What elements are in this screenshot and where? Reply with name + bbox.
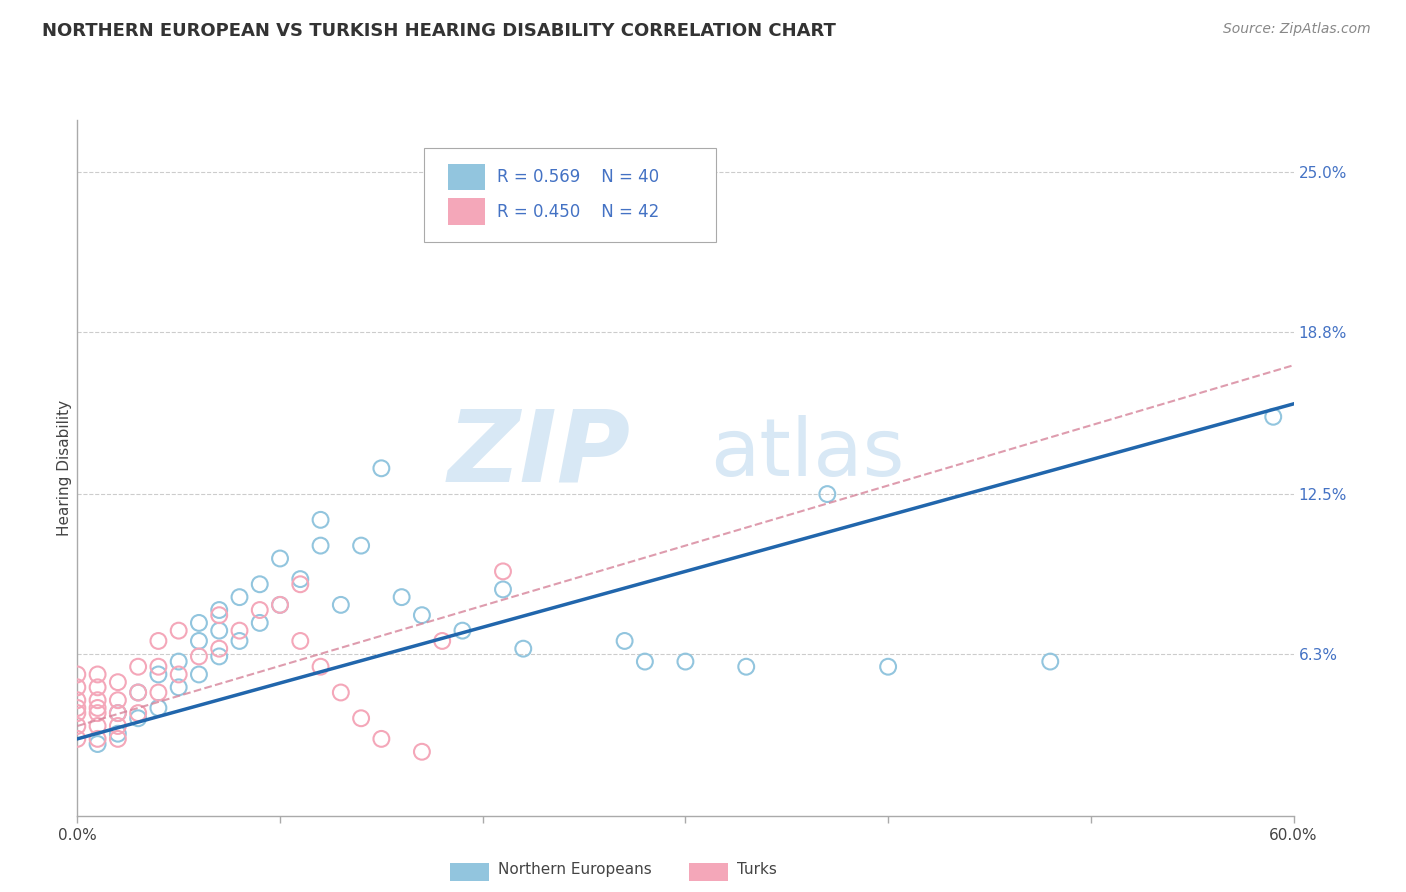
Point xyxy=(127,659,149,673)
Point xyxy=(167,655,190,669)
Point xyxy=(675,655,697,669)
Point xyxy=(613,634,636,648)
Text: R = 0.569    N = 40: R = 0.569 N = 40 xyxy=(496,168,659,186)
Point xyxy=(350,539,373,553)
Point xyxy=(815,487,838,501)
Point xyxy=(208,641,231,656)
Text: ZIP: ZIP xyxy=(449,406,631,503)
Point xyxy=(249,615,271,630)
Point xyxy=(86,667,108,681)
Point xyxy=(432,634,454,648)
Point xyxy=(329,685,352,699)
Point xyxy=(66,701,89,715)
Point xyxy=(411,608,433,623)
Text: R = 0.450    N = 42: R = 0.450 N = 42 xyxy=(496,202,659,220)
Point xyxy=(269,551,291,566)
Point xyxy=(127,685,149,699)
Point xyxy=(167,624,190,638)
Point xyxy=(208,649,231,664)
Point xyxy=(228,634,250,648)
Point xyxy=(148,701,170,715)
Point xyxy=(309,513,332,527)
Point xyxy=(290,634,312,648)
Point xyxy=(290,577,312,591)
Text: atlas: atlas xyxy=(710,416,904,493)
Point xyxy=(188,634,211,648)
Point xyxy=(66,681,89,695)
Point xyxy=(269,598,291,612)
Point xyxy=(1039,655,1062,669)
Point xyxy=(269,598,291,612)
Point xyxy=(86,737,108,751)
Point xyxy=(1263,409,1285,424)
Point xyxy=(127,685,149,699)
Point xyxy=(107,731,129,746)
Point xyxy=(249,577,271,591)
Point xyxy=(66,719,89,733)
Point xyxy=(309,539,332,553)
Point xyxy=(66,667,89,681)
Point xyxy=(127,711,149,725)
Point xyxy=(249,603,271,617)
Bar xyxy=(449,198,485,225)
Point xyxy=(411,745,433,759)
Point xyxy=(107,706,129,720)
Text: Source: ZipAtlas.com: Source: ZipAtlas.com xyxy=(1223,22,1371,37)
Point xyxy=(451,624,474,638)
Point xyxy=(107,675,129,690)
Text: Northern Europeans: Northern Europeans xyxy=(498,863,651,877)
Point xyxy=(208,608,231,623)
FancyBboxPatch shape xyxy=(425,148,716,242)
Point xyxy=(86,693,108,707)
Point xyxy=(86,681,108,695)
Point xyxy=(66,706,89,720)
Point xyxy=(148,634,170,648)
Bar xyxy=(449,163,485,190)
Point xyxy=(228,590,250,604)
Point xyxy=(309,659,332,673)
Point xyxy=(492,582,515,597)
Point xyxy=(86,706,108,720)
Point xyxy=(148,659,170,673)
Point xyxy=(188,667,211,681)
Point xyxy=(208,624,231,638)
Point xyxy=(329,598,352,612)
Point xyxy=(391,590,413,604)
Point xyxy=(167,681,190,695)
Text: Turks: Turks xyxy=(737,863,776,877)
Point xyxy=(290,572,312,586)
Point xyxy=(512,641,534,656)
Point xyxy=(107,693,129,707)
Point xyxy=(66,731,89,746)
Point xyxy=(107,706,129,720)
Point xyxy=(492,565,515,579)
Point xyxy=(107,727,129,741)
Point xyxy=(370,461,392,475)
Point xyxy=(127,706,149,720)
Point xyxy=(86,731,108,746)
Point xyxy=(208,603,231,617)
Point xyxy=(148,685,170,699)
Point xyxy=(66,693,89,707)
Point xyxy=(188,649,211,664)
Point xyxy=(228,624,250,638)
Point xyxy=(350,711,373,725)
Point xyxy=(735,659,758,673)
Y-axis label: Hearing Disability: Hearing Disability xyxy=(56,401,72,536)
Text: NORTHERN EUROPEAN VS TURKISH HEARING DISABILITY CORRELATION CHART: NORTHERN EUROPEAN VS TURKISH HEARING DIS… xyxy=(42,22,837,40)
Point xyxy=(148,667,170,681)
Point xyxy=(370,731,392,746)
Point xyxy=(167,667,190,681)
Point xyxy=(188,615,211,630)
Point xyxy=(86,701,108,715)
Point xyxy=(86,719,108,733)
Point xyxy=(107,719,129,733)
Point xyxy=(634,655,657,669)
Point xyxy=(877,659,900,673)
